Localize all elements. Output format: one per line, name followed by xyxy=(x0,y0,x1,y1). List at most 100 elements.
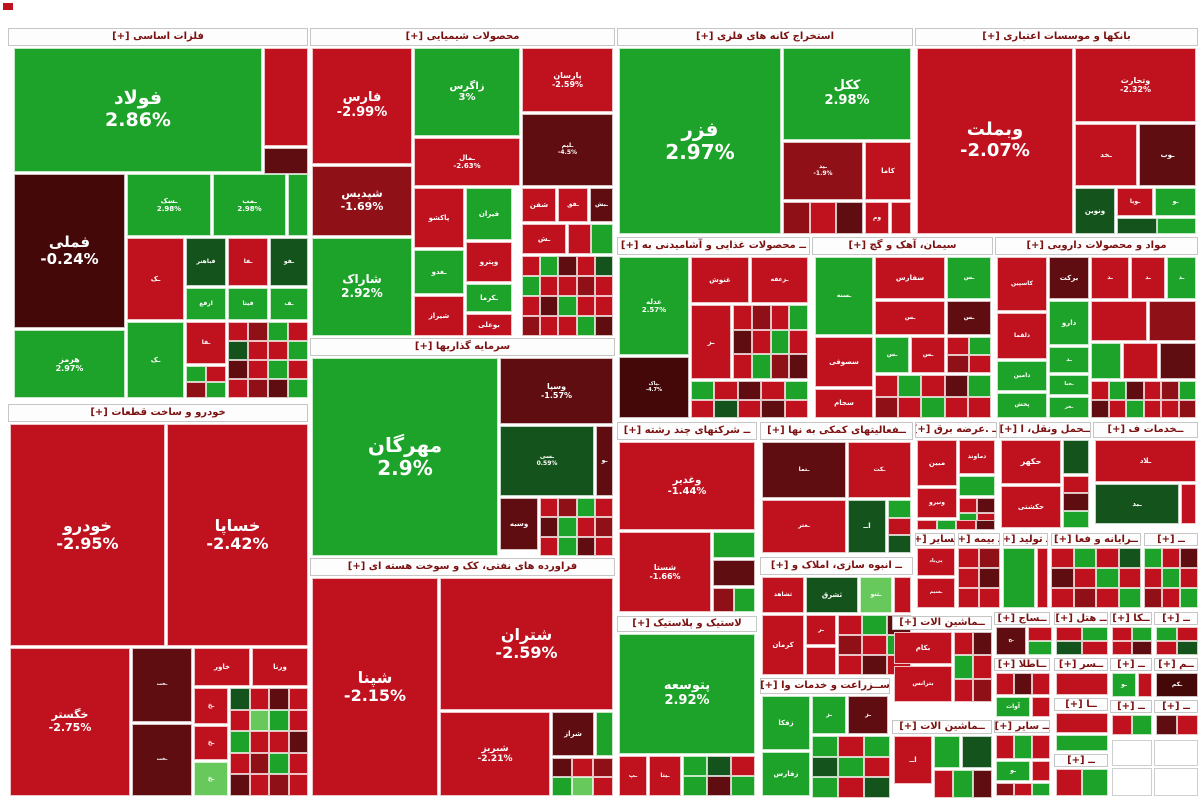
stock-tile[interactable]: وتجارت -2.32% xyxy=(1075,48,1196,122)
small-stock-tile[interactable] xyxy=(1056,641,1082,655)
stock-tile[interactable]: ـس xyxy=(875,301,945,335)
section-header-computer[interactable]: ــرایانه و فعا [+] xyxy=(1051,533,1141,546)
small-stock-tile[interactable] xyxy=(1056,627,1082,641)
small-stock-tile[interactable] xyxy=(956,520,976,530)
stock-tile[interactable]: سصوفی xyxy=(815,337,873,387)
small-stock-tile[interactable] xyxy=(592,777,613,796)
small-stock-tile[interactable] xyxy=(552,758,573,777)
stock-tile[interactable]: ـز xyxy=(691,305,731,379)
stock-tile[interactable] xyxy=(713,560,755,586)
small-stock-tile[interactable] xyxy=(1143,399,1161,418)
small-stock-tile[interactable] xyxy=(713,588,734,612)
stock-tile[interactable]: ـس xyxy=(947,257,991,299)
stock-tile[interactable]: دلقما xyxy=(997,313,1047,359)
stock-tile[interactable]: ـو xyxy=(996,761,1030,781)
small-stock-tile[interactable] xyxy=(288,322,308,341)
stock-tile[interactable]: ـر xyxy=(806,615,836,645)
small-stock-tile[interactable] xyxy=(540,256,559,276)
stock-tile[interactable] xyxy=(962,736,992,768)
small-stock-tile[interactable] xyxy=(1032,783,1050,796)
small-stock-tile[interactable] xyxy=(1051,588,1074,608)
small-stock-tile[interactable] xyxy=(1162,548,1180,568)
small-stock-tile[interactable] xyxy=(1056,769,1082,796)
small-stock-tile[interactable] xyxy=(761,381,785,400)
stock-tile[interactable]: وسپا -1.57% xyxy=(500,358,613,424)
stock-tile[interactable] xyxy=(264,48,308,146)
small-stock-tile[interactable] xyxy=(973,678,992,702)
small-stock-tile[interactable] xyxy=(572,777,593,796)
small-stock-tile[interactable] xyxy=(806,647,836,675)
small-stock-tile[interactable] xyxy=(1118,548,1141,568)
small-stock-tile[interactable] xyxy=(1096,588,1119,608)
small-stock-tile[interactable] xyxy=(891,202,911,234)
small-stock-tile[interactable] xyxy=(972,770,992,798)
small-stock-tile[interactable] xyxy=(761,399,785,418)
small-stock-tile[interactable] xyxy=(576,256,595,276)
stock-tile[interactable] xyxy=(1056,735,1108,751)
stock-tile[interactable]: ـوب xyxy=(1139,124,1196,186)
small-stock-tile[interactable] xyxy=(1028,641,1052,655)
small-stock-tile[interactable] xyxy=(1132,627,1152,641)
stock-tile[interactable]: ـتما xyxy=(762,442,846,498)
stock-tile[interactable]: شاراک 2.92% xyxy=(312,238,412,336)
small-stock-tile[interactable] xyxy=(248,341,268,360)
small-stock-tile[interactable] xyxy=(812,777,838,798)
small-stock-tile[interactable] xyxy=(540,276,559,296)
small-stock-tile[interactable] xyxy=(594,316,613,336)
small-stock-tile[interactable] xyxy=(789,354,808,379)
stock-tile[interactable]: ـویا xyxy=(1117,188,1153,216)
small-stock-tile[interactable] xyxy=(979,568,1000,588)
small-stock-tile[interactable] xyxy=(862,655,887,675)
small-stock-tile[interactable] xyxy=(812,756,838,778)
stock-tile[interactable]: وغدیر -1.44% xyxy=(619,442,755,530)
small-stock-tile[interactable] xyxy=(691,381,715,400)
stock-tile[interactable]: ـس xyxy=(875,337,909,373)
small-stock-tile[interactable] xyxy=(558,296,577,316)
stock-tile[interactable] xyxy=(1181,484,1196,524)
small-stock-tile[interactable] xyxy=(522,256,541,276)
stock-tile[interactable]: ونوین xyxy=(1075,188,1115,234)
small-stock-tile[interactable] xyxy=(917,520,937,530)
stock-tile[interactable]: ـزعفه xyxy=(751,257,808,303)
section-header-power-supply[interactable]: ــ .عرضه برق [+] xyxy=(915,422,997,438)
small-stock-tile[interactable] xyxy=(737,381,762,400)
small-stock-tile[interactable] xyxy=(898,375,922,397)
stock-tile[interactable]: ـد xyxy=(1131,257,1165,299)
stock-tile[interactable]: فملی -0.24% xyxy=(14,174,125,328)
stock-tile[interactable]: هرمز 2.97% xyxy=(14,330,125,398)
stock-tile[interactable]: ـز xyxy=(848,696,888,734)
stock-tile[interactable] xyxy=(1063,440,1089,474)
small-stock-tile[interactable] xyxy=(594,296,613,316)
stock-tile[interactable]: اــ xyxy=(894,736,932,784)
small-stock-tile[interactable] xyxy=(269,709,289,732)
small-stock-tile[interactable] xyxy=(731,756,755,776)
small-stock-tile[interactable] xyxy=(552,777,573,796)
section-header-misc-e[interactable]: ــکا [+] xyxy=(1110,612,1152,625)
small-stock-tile[interactable] xyxy=(934,770,954,798)
stock-tile[interactable]: شپنا -2.15% xyxy=(312,578,438,796)
section-header-misc-other-2[interactable]: ــ سایر [+] xyxy=(994,720,1050,733)
section-header-misc-i[interactable]: ــ [+] xyxy=(1110,700,1152,713)
small-stock-tile[interactable] xyxy=(230,752,250,775)
small-stock-tile[interactable] xyxy=(996,783,1014,796)
stock-tile[interactable]: ـلیم -4.5% xyxy=(522,114,613,186)
small-stock-tile[interactable] xyxy=(958,588,979,608)
small-stock-tile[interactable] xyxy=(947,355,969,373)
small-stock-tile[interactable] xyxy=(953,770,973,798)
stock-tile[interactable] xyxy=(894,577,911,613)
small-stock-tile[interactable] xyxy=(568,224,591,254)
stock-tile[interactable]: خگستر -2.75% xyxy=(10,648,130,796)
stock-tile[interactable]: وم xyxy=(865,202,889,234)
small-stock-tile[interactable] xyxy=(576,536,595,556)
small-stock-tile[interactable] xyxy=(838,615,863,635)
stock-tile[interactable] xyxy=(1091,343,1121,379)
stock-tile[interactable]: فیتا xyxy=(228,288,268,320)
section-header-real-estate[interactable]: ــ انبوه سازی، املاک و [+] xyxy=(760,557,913,575)
stock-tile[interactable]: آوات xyxy=(996,697,1030,717)
small-stock-tile[interactable] xyxy=(947,337,969,355)
stock-tile[interactable]: ـثنو xyxy=(860,577,892,613)
stock-tile[interactable]: فارس -2.99% xyxy=(312,48,412,164)
stock-tile[interactable]: ـفق xyxy=(558,188,588,222)
stock-tile[interactable]: سفارس xyxy=(875,257,945,299)
small-stock-tile[interactable] xyxy=(288,774,308,796)
